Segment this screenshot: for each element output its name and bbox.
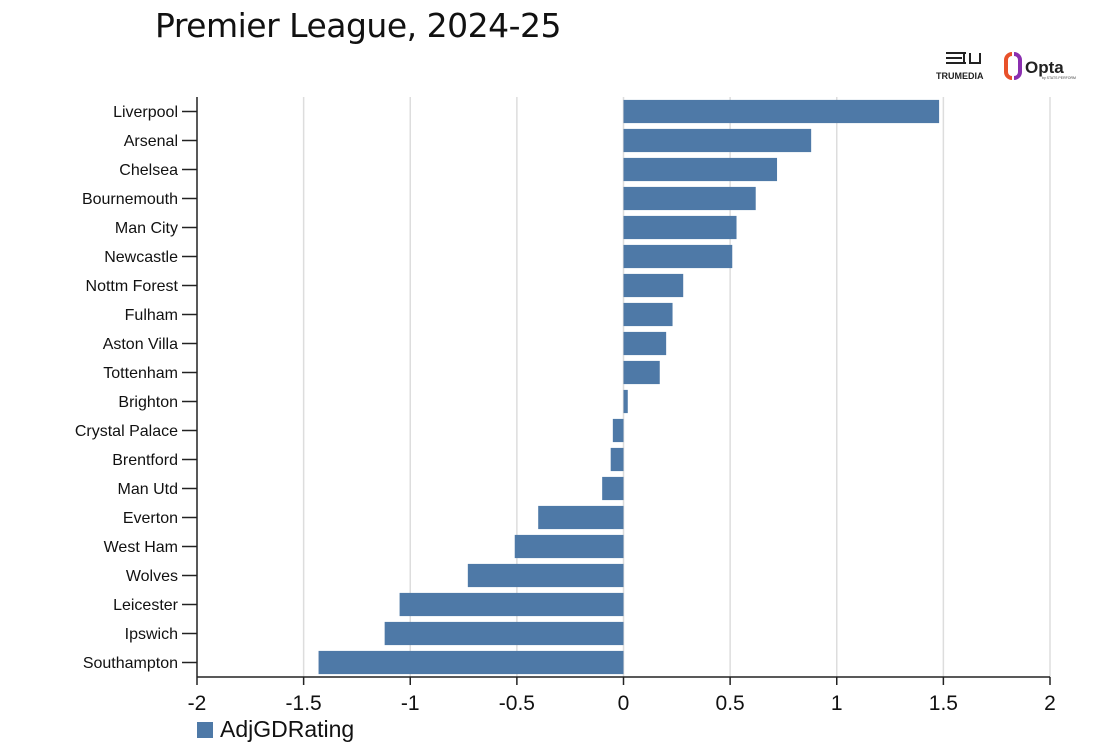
y-tick-label: Man City: [115, 220, 178, 237]
x-tick-label: -2: [188, 692, 207, 715]
x-tick-label: -0.5: [499, 692, 535, 715]
x-tick-label: 0.5: [716, 692, 745, 715]
y-tick-label: Everton: [123, 510, 178, 527]
y-tick-label: Crystal Palace: [75, 423, 178, 440]
opta-logo-text: Opta: [1025, 58, 1064, 77]
y-tick-label: Fulham: [125, 307, 178, 324]
bar: [612, 418, 624, 443]
y-tick-label: Chelsea: [119, 162, 178, 179]
y-tick-label: Nottm Forest: [86, 278, 179, 295]
x-tick-label: -1: [401, 692, 420, 715]
trumedia-logo: TRUMEDIA: [936, 52, 984, 81]
legend: AdjGDRating: [197, 716, 354, 743]
x-tick-label: -1.5: [286, 692, 322, 715]
y-tick-label: Bournemouth: [82, 191, 178, 208]
bar: [623, 244, 733, 269]
bar: [623, 389, 628, 414]
y-axis: Liverpool Arsenal Chelsea Bournemouth Man Ci…: [75, 97, 198, 677]
bar: [384, 621, 624, 646]
bar: [623, 186, 756, 211]
y-tick-label: Newcastle: [104, 249, 178, 266]
y-tick-label: West Ham: [104, 539, 178, 556]
opta-logo: Opta by STATS PERFORM: [1004, 52, 1076, 80]
y-tick-label: Tottenham: [103, 365, 178, 382]
bar: [538, 505, 624, 530]
opta-logo-subtext: by STATS PERFORM: [1042, 76, 1076, 80]
x-tick-label: 1: [831, 692, 843, 715]
y-tick-label: Brighton: [118, 394, 178, 411]
bar: [399, 592, 624, 617]
bar: [623, 302, 673, 327]
bar: [602, 476, 624, 501]
bar: [623, 157, 778, 182]
x-tick-label: 0: [618, 692, 630, 715]
bar: [318, 650, 624, 675]
bar: [514, 534, 624, 559]
legend-label: AdjGDRating: [220, 716, 355, 742]
trumedia-logo-text: TRUMEDIA: [936, 71, 984, 81]
y-tick-label: Liverpool: [113, 104, 178, 121]
bar: [610, 447, 624, 472]
x-tick-label: 1.5: [929, 692, 958, 715]
bar: [623, 331, 667, 356]
y-tick-label: Ipswich: [125, 626, 178, 643]
y-tick-label: Leicester: [113, 597, 179, 614]
y-tick-label: Man Utd: [118, 481, 178, 498]
bar: [623, 99, 940, 124]
x-gridlines: [302, 97, 1051, 677]
x-axis: -2 -1.5 -1 -0.5 0 0.5 1 1.5 2: [188, 676, 1056, 715]
y-tick-label: Wolves: [126, 568, 178, 585]
provider-logos: TRUMEDIA Opta by STATS PERFORM: [936, 52, 1076, 81]
x-tick-label: 2: [1044, 692, 1056, 715]
chart-title: Premier League, 2024-25: [155, 6, 562, 45]
bars: [318, 99, 940, 675]
legend-swatch: [197, 721, 213, 738]
bar: [467, 563, 624, 588]
y-tick-label: Arsenal: [124, 133, 178, 150]
y-tick-label: Aston Villa: [103, 336, 178, 353]
bar: [623, 215, 737, 240]
y-tick-label: Southampton: [83, 655, 178, 672]
bar: [623, 128, 812, 153]
bar: [623, 360, 660, 385]
bar: [623, 273, 684, 298]
y-tick-label: Brentford: [112, 452, 178, 469]
